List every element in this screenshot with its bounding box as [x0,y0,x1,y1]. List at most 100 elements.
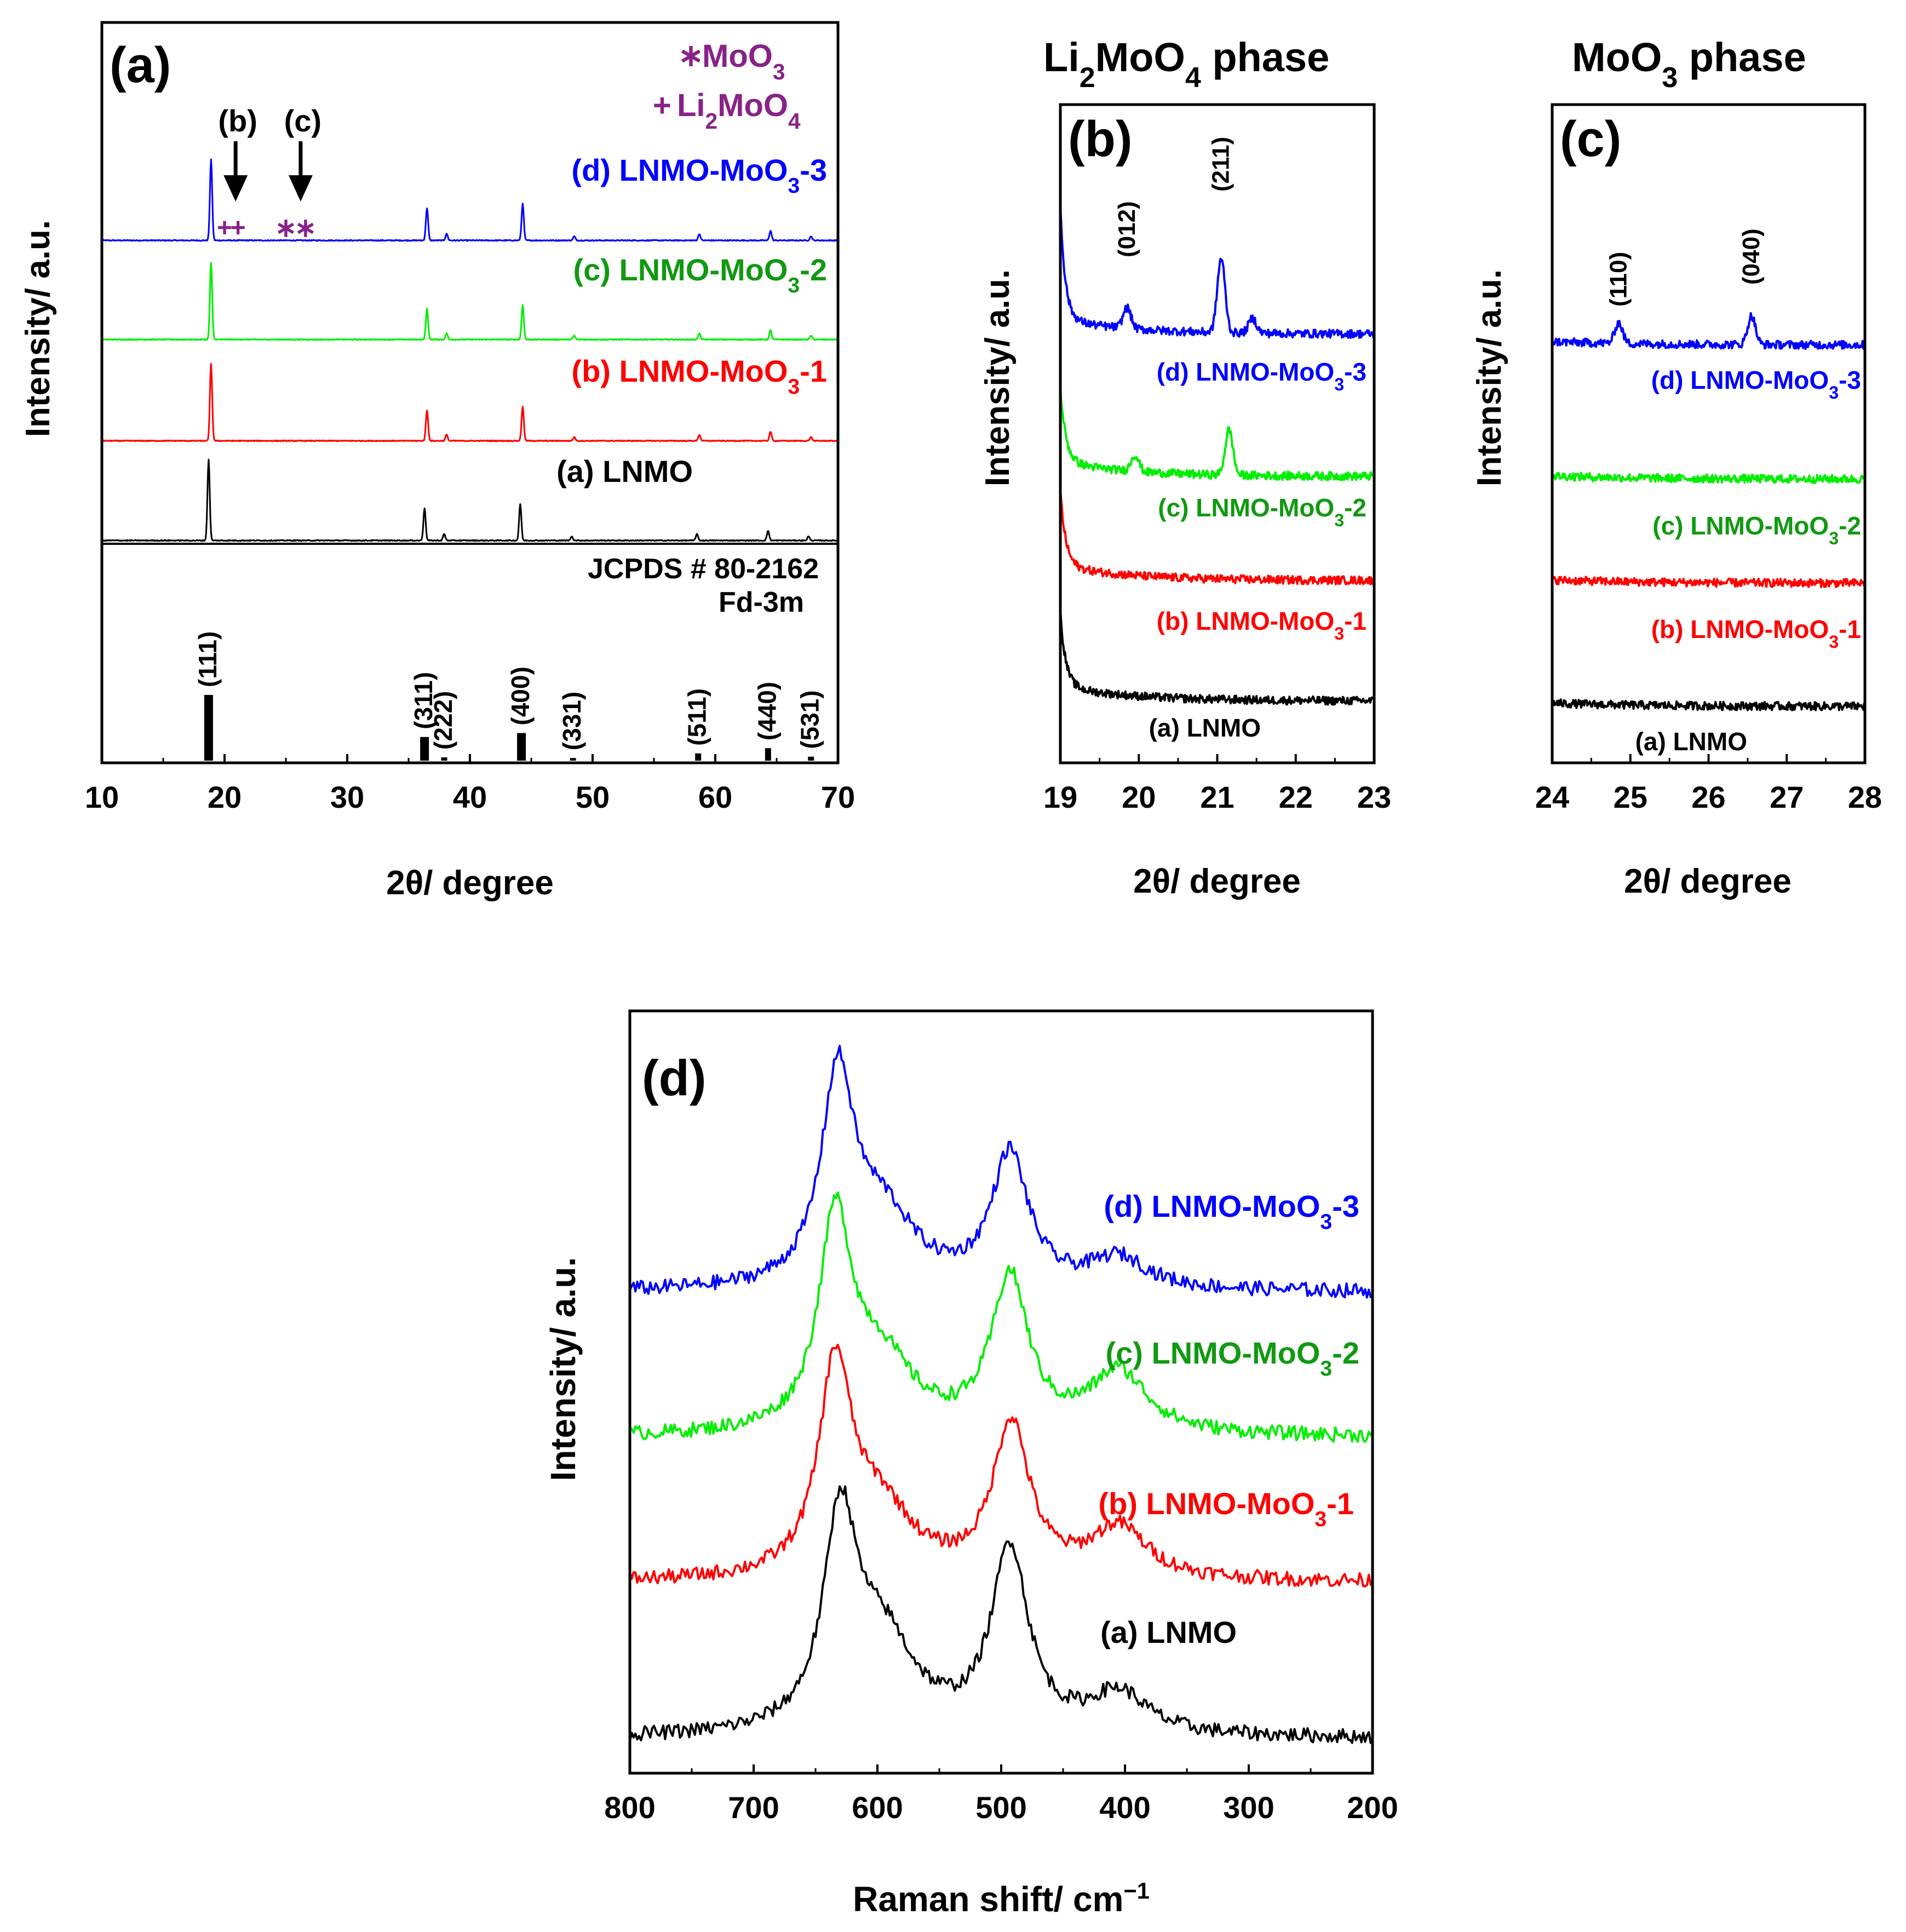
arrow-head [223,175,248,202]
zoom-series-line [1059,384,1375,481]
x-tick-label: 19 [1043,780,1077,814]
panel-c-title: MoO3 phase [1572,34,1806,93]
x-tick-label: 500 [975,1790,1026,1825]
zoom-series-line [1059,609,1375,706]
reference-bar [765,748,771,761]
reference-hkl-label: (511) [683,688,711,746]
panel-a-series-line [101,363,839,442]
reference-hkl-label: (111) [193,631,222,687]
phase-mark: + [231,214,246,243]
panel-c-y-axis-title: Intensity/ a.u. [1471,269,1508,486]
panel-b-x-ticks: 19 20 21 22 23 [1043,754,1391,814]
reference-bar [695,753,702,761]
panel-a-series-line [101,158,839,242]
arrow-label: (c) [284,104,322,138]
panel-b-x-axis-title: 2θ/ degree [1133,863,1301,900]
x-tick-label: 20 [1122,780,1156,814]
x-tick-label: 10 [85,780,119,814]
arrow-head [288,175,313,202]
panel-c-series-label-a: (a) LNMO [1635,727,1747,756]
reference-bar [808,756,814,761]
legend-moo3-text: MoO3 [702,38,785,84]
zoom-series-line [1551,312,1866,350]
raman-series-line [629,1191,1374,1443]
x-tick-label: 26 [1691,780,1725,814]
reference-hkl-label: (440) [753,682,781,740]
panel-a-series-label-d: (d) LNMO-MoO3-3 [571,153,827,198]
reference-hkl-label: (400) [506,666,535,725]
reference-bar [204,695,213,761]
reference-bar [570,758,576,761]
legend-moo3-label: MoO3 [702,38,785,84]
zoom-series-line [1551,575,1866,589]
raman-series-line [629,1343,1374,1588]
panel-b-series-label-b: (b) LNMO-MoO3-1 [1157,607,1367,643]
panel-a-y-axis-title: Intensity/ a.u. [19,220,57,437]
x-tick-label: 700 [728,1790,779,1825]
zoom-series-line [1551,698,1866,711]
panel-b-plot-area [1059,205,1375,706]
reference-space-group: Fd-3m [719,586,804,618]
x-tick-label: 50 [576,780,610,814]
panel-a-phase-marks: ++ ∗∗ [217,214,317,243]
arrow-label: (b) [218,104,257,138]
legend-li2moo4-label: Li2MoO4 [677,88,801,134]
panel-d: 800 700 600 500 400 300 200 (d) (d) LNMO-MoO3-… [543,1009,1398,1919]
legend-moo3-symbol: ∗ [678,38,704,72]
panel-a-series-line [101,458,839,542]
x-tick-label: 27 [1770,780,1804,814]
panel-b-series-label-a: (a) LNMO [1149,714,1261,742]
x-tick-label: 23 [1357,780,1391,814]
reference-hkl-label: (311) [409,672,438,729]
panel-a-series-label-b: (b) LNMO-MoO3-1 [571,354,827,399]
panel-b-series-label-c: (c) LNMO-MoO3-2 [1158,493,1367,530]
panel-d-series-label-a: (a) LNMO [1100,1615,1237,1649]
x-tick-label: 40 [453,780,487,814]
x-tick-label: 25 [1614,780,1647,814]
panel-b: Li2MoO4 phase 19 20 21 22 23 (012) (211) (b) … [979,34,1391,900]
zoom-series-line [1059,205,1375,339]
panel-c-series-label-c: (c) LNMO-MoO3-2 [1652,511,1861,548]
panel-c-label: (c) [1560,111,1621,167]
reference-bar [517,733,526,761]
panel-b-series-label-d: (d) LNMO-MoO3-3 [1157,358,1367,394]
panel-a: (111) (311)(222) (400) (331) (511) (440) (531)… [19,21,855,902]
panel-a-plot-area: (111) (311)(222) (400) (331) (511) (440) (531) [101,158,839,761]
x-tick-label: 300 [1223,1790,1274,1825]
panel-d-x-ticks: 800 700 600 500 400 300 200 [604,1764,1398,1825]
panel-a-label: (a) [110,37,171,93]
panel-d-series-label-c: (c) LNMO-MoO3-2 [1105,1336,1359,1381]
panel-a-series-line [101,262,839,341]
panel-b-title-text: Li2MoO4 phase [1043,34,1329,93]
panel-a-arrows: (b) (c) [218,104,322,202]
panel-a-series-label-a: (a) LNMO [556,454,693,488]
raman-series-line [629,1045,1374,1299]
panel-a-x-ticks: 10 20 30 40 50 60 70 [85,754,855,814]
panel-c-title-text: MoO3 phase [1572,34,1806,93]
reference-bar [441,757,447,761]
panel-d-series-label-d: (d) LNMO-MoO3-3 [1104,1189,1359,1234]
reference-hkl-label: (331) [558,692,586,750]
phase-mark: ∗ [275,214,297,243]
peak-hkl-label: (040) [1738,228,1765,285]
panel-b-label: (b) [1068,111,1132,167]
panel-c-series-label-d: (d) LNMO-MoO3-3 [1651,366,1861,403]
panel-c-plot-area [1551,312,1866,711]
reference-hkl-label: (222) [429,691,457,750]
x-tick-label: 28 [1848,780,1882,814]
panel-b-y-axis-title: Intensity/ a.u. [979,269,1017,486]
panel-d-plot-area [629,1045,1374,1744]
x-tick-label: 20 [208,780,242,814]
x-tick-label: 70 [821,780,855,814]
panel-c-x-ticks: 24 25 26 27 28 [1535,754,1882,814]
panel-d-label: (d) [642,1050,706,1106]
panel-c-peak-labels: (110) (040) [1605,228,1765,307]
peak-hkl-label: (012) [1113,201,1140,257]
panel-d-series-label-b: (b) LNMO-MoO3-1 [1098,1486,1354,1531]
raman-series-line [629,1485,1373,1744]
x-tick-label: 60 [698,780,732,814]
peak-hkl-label: (110) [1605,252,1632,307]
x-tick-label: 21 [1200,780,1234,814]
panel-a-series-label-c: (c) LNMO-MoO3-2 [573,252,827,297]
x-tick-label: 30 [330,780,364,814]
